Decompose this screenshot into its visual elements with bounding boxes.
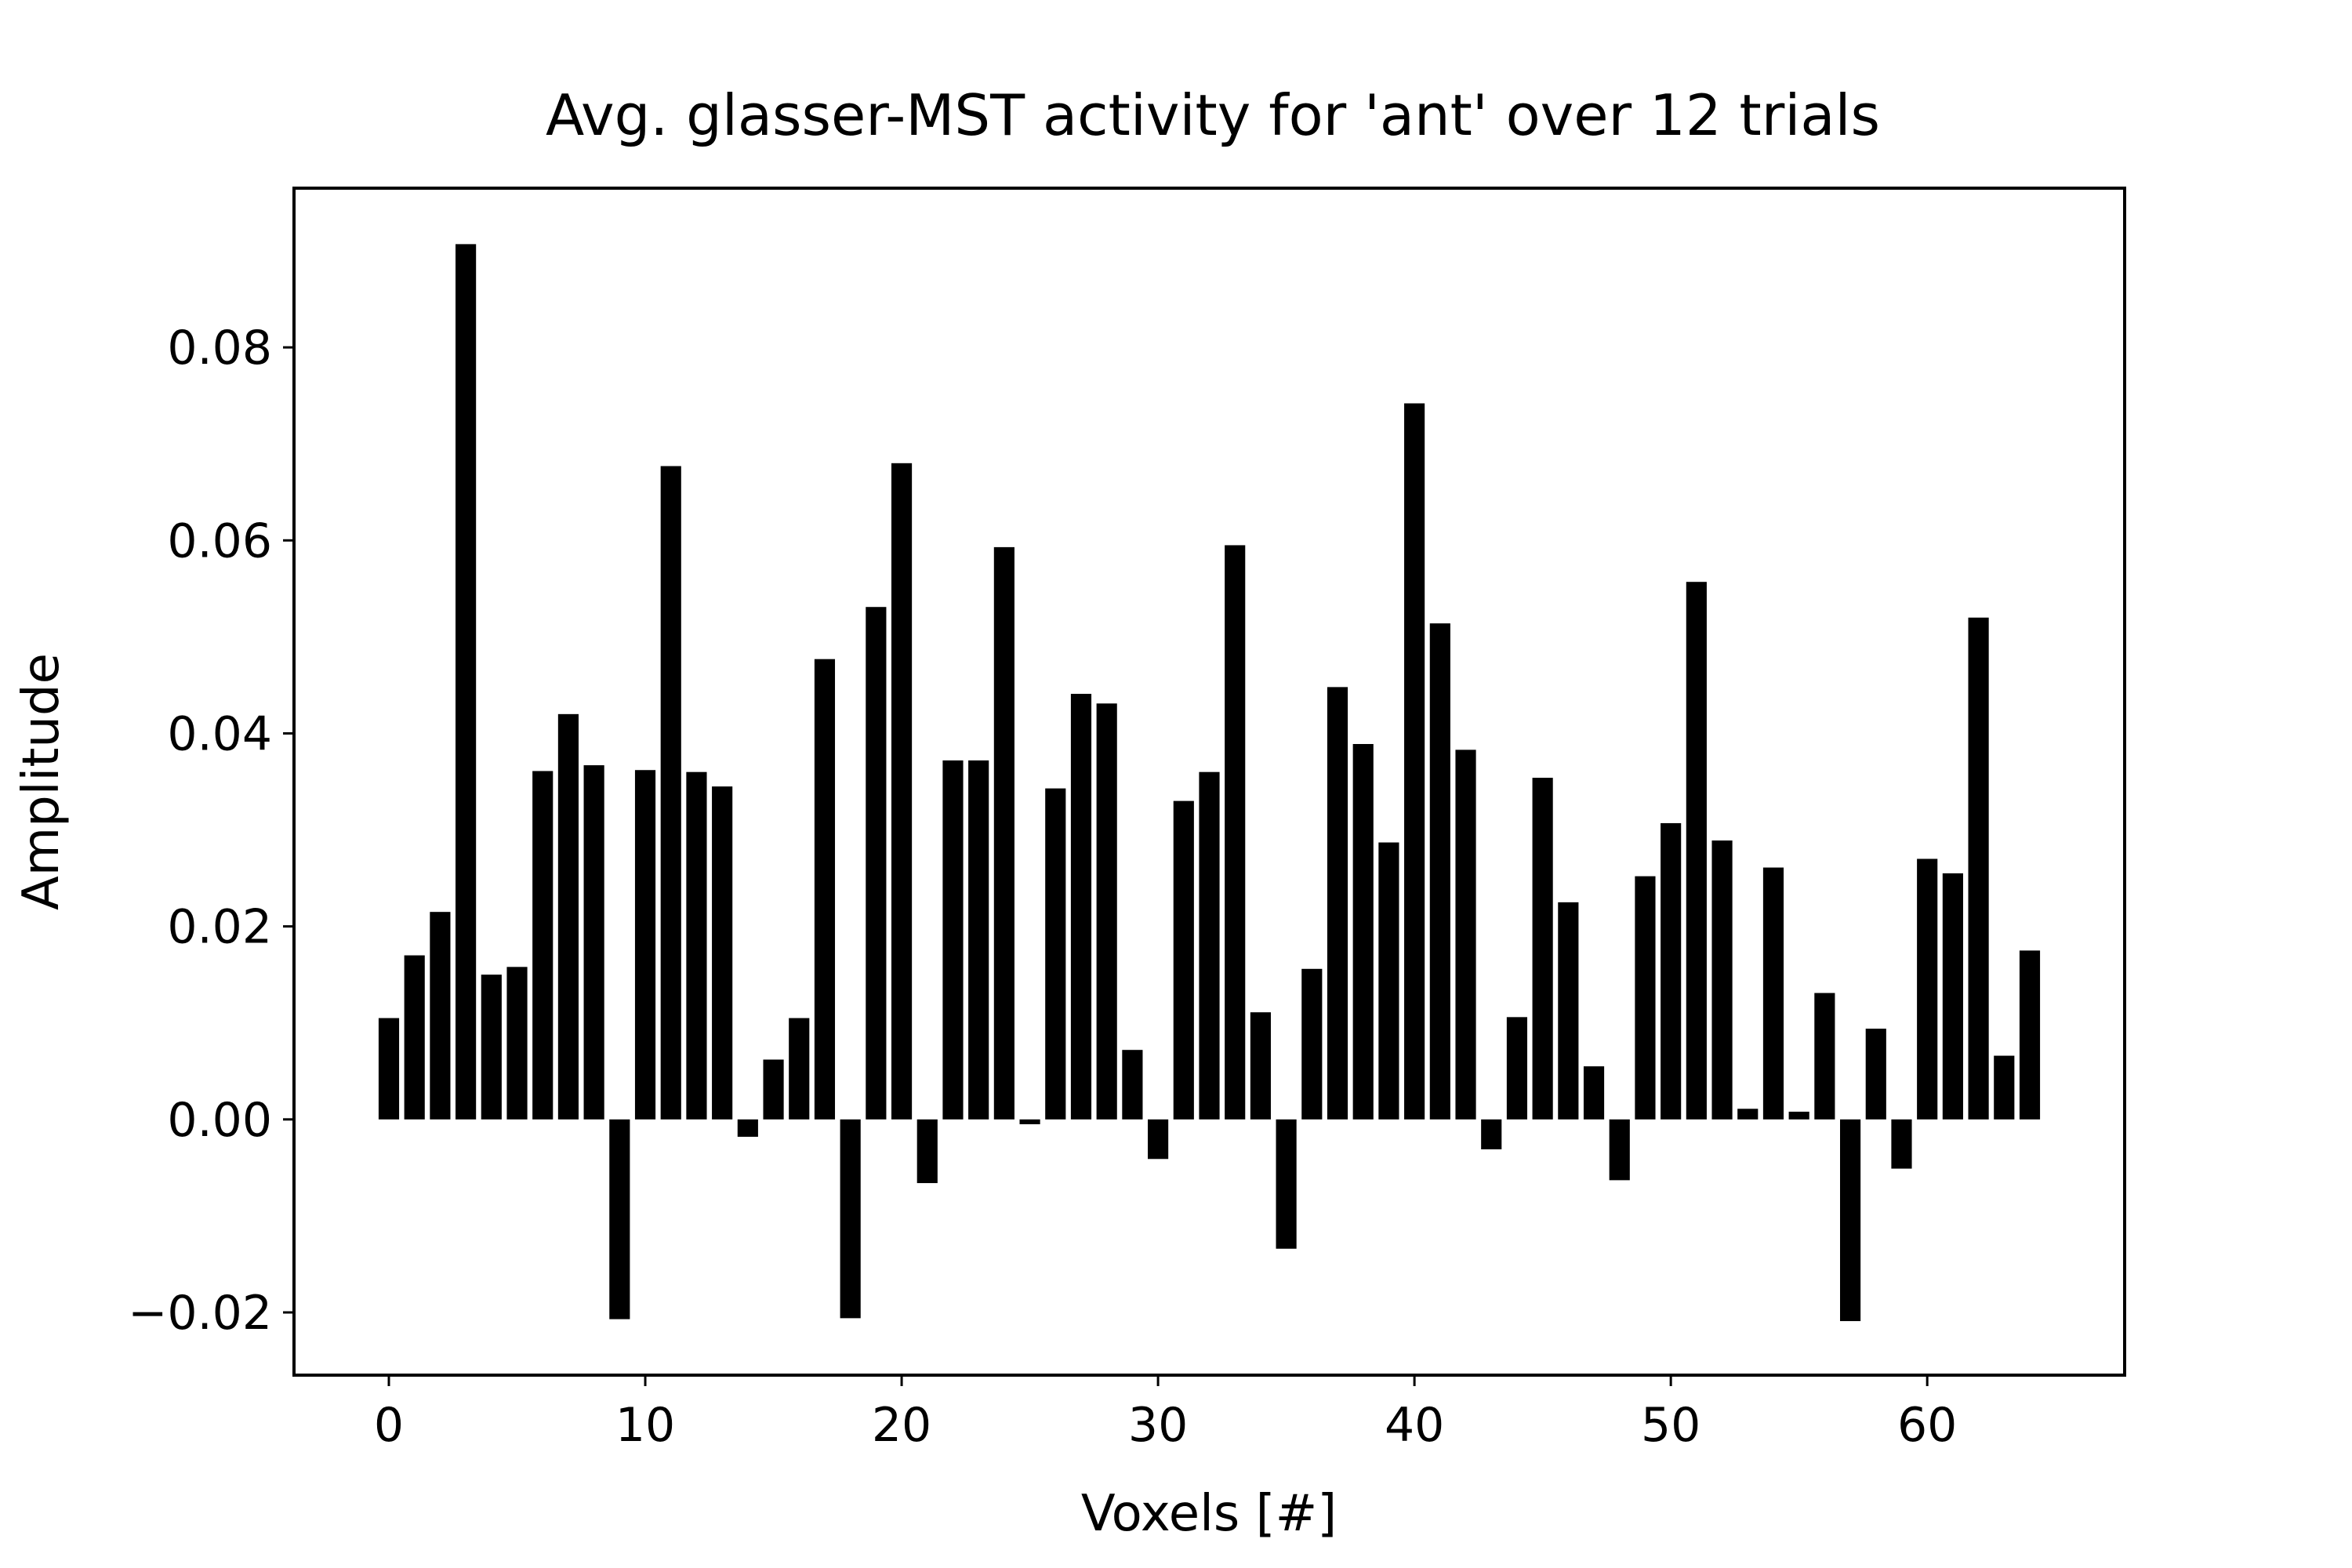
- bar-voxel-36: [1301, 968, 1323, 1120]
- bar-voxel-5: [506, 967, 528, 1120]
- bar-voxel-41: [1429, 623, 1450, 1120]
- y-tick-label: 0.02: [167, 900, 272, 955]
- bar-voxel-6: [532, 771, 554, 1120]
- x-tick-label: 10: [615, 1398, 675, 1453]
- bar-voxel-47: [1583, 1066, 1605, 1120]
- x-tick-label: 20: [872, 1398, 931, 1453]
- bar-voxel-31: [1173, 800, 1194, 1120]
- y-tick-label: 0.04: [167, 706, 272, 761]
- bar-voxel-35: [1276, 1119, 1297, 1249]
- bar-voxel-22: [942, 760, 964, 1120]
- bar-voxel-55: [1788, 1111, 1809, 1120]
- bar-voxel-42: [1455, 750, 1476, 1120]
- bar-voxel-45: [1532, 778, 1553, 1120]
- bar-voxel-14: [737, 1119, 758, 1137]
- bar-voxel-60: [1917, 858, 1938, 1120]
- chart-title: Avg. glasser-MST activity for 'ant' over…: [546, 82, 1880, 148]
- bar-voxel-48: [1609, 1119, 1630, 1181]
- bar-voxel-9: [609, 1119, 630, 1319]
- y-tick-label: 0.08: [167, 321, 272, 376]
- bar-voxel-21: [916, 1119, 938, 1184]
- bar-voxel-59: [1891, 1119, 1912, 1169]
- bar-voxel-51: [1686, 582, 1707, 1120]
- bar-voxel-1: [404, 955, 425, 1120]
- y-axis-label: Amplitude: [13, 653, 71, 910]
- bar-voxel-7: [557, 713, 579, 1120]
- bar-voxel-40: [1404, 403, 1425, 1120]
- bar-voxel-50: [1661, 822, 1682, 1120]
- bar-voxel-57: [1840, 1119, 1861, 1322]
- bar-voxel-58: [1865, 1029, 1886, 1120]
- x-axis-label: Voxels [#]: [1081, 1485, 1337, 1543]
- bar-voxel-63: [1994, 1055, 2015, 1120]
- y-tick-label: 0.00: [167, 1093, 272, 1148]
- bar-voxel-54: [1762, 867, 1784, 1120]
- bar-voxel-39: [1378, 842, 1399, 1120]
- bar-voxel-27: [1070, 693, 1092, 1120]
- bar-voxel-28: [1096, 703, 1117, 1120]
- x-axis-ticks: 0 10 20 30 40 50 60: [374, 1375, 1957, 1453]
- bar-voxel-32: [1199, 771, 1220, 1120]
- bar-voxel-62: [1968, 617, 1989, 1120]
- bar-voxel-0: [378, 1018, 400, 1120]
- bar-voxel-19: [866, 607, 887, 1120]
- x-tick-label: 50: [1641, 1398, 1700, 1453]
- bar-voxel-53: [1737, 1109, 1759, 1120]
- y-tick-label: −0.02: [128, 1286, 272, 1341]
- x-tick-label: 30: [1128, 1398, 1188, 1453]
- bar-voxel-15: [763, 1059, 784, 1120]
- bar-voxel-52: [1711, 840, 1733, 1120]
- bar-voxel-61: [1942, 873, 1963, 1120]
- x-tick-label: 60: [1897, 1398, 1957, 1453]
- bar-voxel-37: [1327, 687, 1348, 1120]
- bar-voxel-25: [1019, 1119, 1040, 1124]
- bar-voxel-64: [2019, 950, 2041, 1120]
- bar-voxel-4: [481, 975, 502, 1120]
- bar-voxel-23: [968, 760, 989, 1120]
- bar-voxel-13: [712, 786, 733, 1120]
- bar-voxel-16: [789, 1018, 810, 1120]
- bar-voxel-8: [583, 765, 604, 1120]
- bar-voxel-10: [634, 770, 656, 1120]
- x-tick-label: 0: [374, 1398, 404, 1453]
- bar-voxel-3: [456, 244, 477, 1120]
- bar-voxel-49: [1635, 876, 1656, 1120]
- bar-voxel-30: [1148, 1119, 1169, 1160]
- bar-voxel-12: [686, 771, 707, 1120]
- bar-voxel-46: [1558, 902, 1579, 1120]
- bars-group: [378, 244, 2041, 1322]
- plot-area-frame: [292, 187, 2126, 1377]
- bar-voxel-18: [840, 1119, 861, 1319]
- y-tick-label: 0.06: [167, 514, 272, 568]
- bar-voxel-26: [1045, 788, 1066, 1120]
- bar-voxel-56: [1814, 993, 1835, 1120]
- x-tick-label: 40: [1385, 1398, 1444, 1453]
- bar-voxel-11: [660, 466, 681, 1120]
- bar-voxel-17: [814, 659, 836, 1120]
- y-axis-ticks: −0.02 0.00 0.02 0.04 0.06 0.08: [128, 321, 294, 1341]
- bar-voxel-44: [1506, 1017, 1528, 1120]
- bar-voxel-20: [891, 463, 913, 1120]
- bar-voxel-38: [1352, 744, 1374, 1120]
- bar-voxel-43: [1481, 1119, 1502, 1149]
- bar-voxel-24: [993, 546, 1014, 1120]
- bar-voxel-33: [1225, 545, 1246, 1120]
- bar-voxel-2: [430, 912, 451, 1120]
- bar-voxel-29: [1122, 1050, 1143, 1120]
- bar-voxel-34: [1250, 1012, 1271, 1120]
